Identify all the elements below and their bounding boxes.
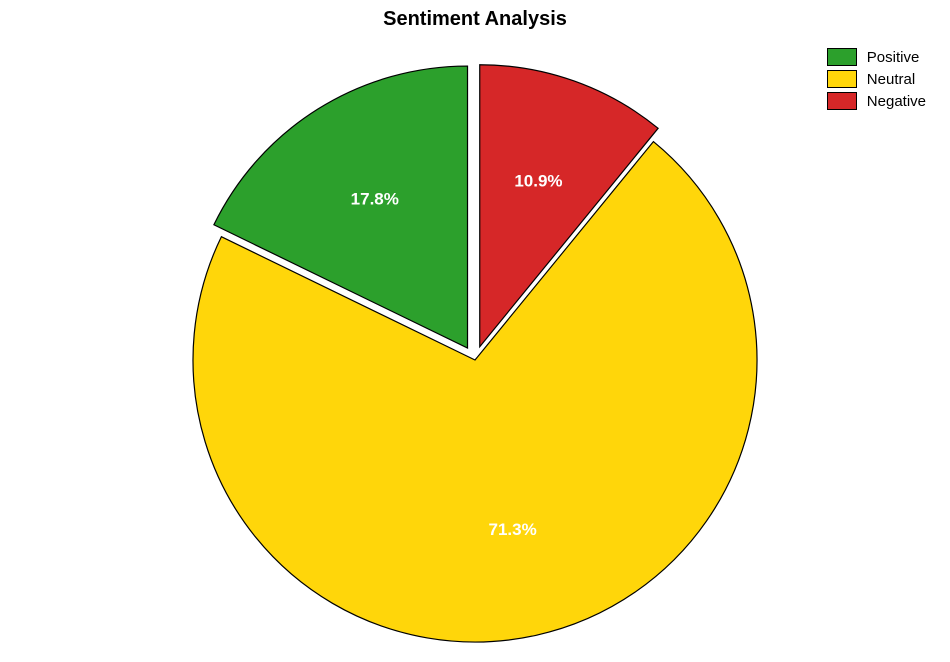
legend-swatch-positive [827, 48, 857, 66]
legend-label-positive: Positive [867, 49, 920, 66]
legend-swatch-negative [827, 92, 857, 110]
pie-chart: 17.8% 71.3% 10.9% [0, 0, 950, 662]
pie-slice-label-negative: 10.9% [514, 172, 562, 191]
legend-swatch-neutral [827, 70, 857, 88]
legend-item-positive: Positive [827, 48, 926, 66]
legend-item-negative: Negative [827, 92, 926, 110]
pie-slice-label-neutral: 71.3% [489, 520, 537, 539]
legend-item-neutral: Neutral [827, 70, 926, 88]
pie-slice-label-positive: 17.8% [351, 189, 399, 208]
legend-label-negative: Negative [867, 93, 926, 110]
legend-label-neutral: Neutral [867, 71, 915, 88]
chart-legend: Positive Neutral Negative [827, 48, 926, 114]
